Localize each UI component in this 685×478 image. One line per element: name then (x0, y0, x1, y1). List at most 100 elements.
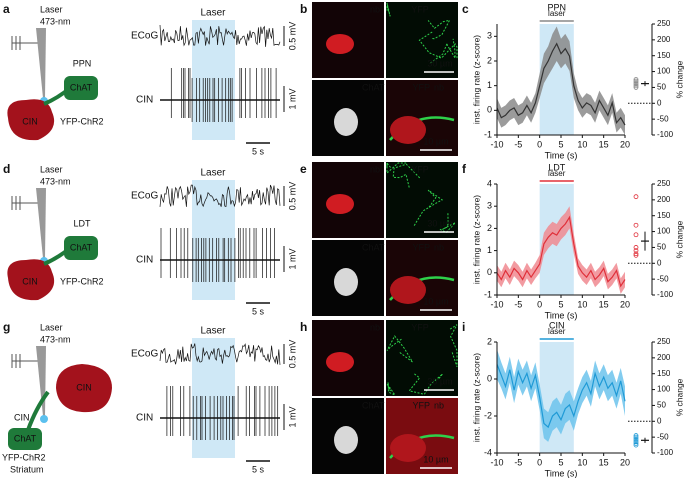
y-tick-label: 3 (487, 31, 492, 41)
y-tick-label: 2 (487, 336, 492, 346)
scale-label: 1 mV (287, 88, 297, 109)
mean-line (496, 215, 626, 288)
schematic-label: CIN (14, 412, 30, 422)
y2-tick-label: 0 (657, 98, 662, 107)
x-tick-label: -5 (514, 457, 522, 467)
y2-tick-label: 0 (657, 258, 662, 267)
x-tick-label: 20 (620, 299, 630, 309)
mean-line (496, 363, 626, 429)
change-point (633, 222, 639, 228)
y2-tick-label: -50 (657, 274, 669, 283)
y-tick-label: 4 (487, 178, 492, 188)
annotation: laser (548, 327, 566, 336)
scale-label: 5 s (252, 306, 265, 316)
x-tick-label: 15 (599, 457, 609, 467)
laser-label: Laser (200, 326, 226, 337)
change-point (633, 77, 639, 82)
scale-label: 30 µm (427, 376, 452, 386)
change-point (633, 442, 639, 448)
change-point (633, 436, 639, 442)
laser-spot (40, 415, 48, 423)
x-tick-label: 0 (537, 139, 542, 149)
y-tick-label: 3 (487, 201, 492, 211)
schematic-label: YFP-ChR2 (2, 452, 46, 462)
fibers-green (386, 324, 458, 397)
image-yfp (386, 320, 458, 396)
x-tick-label: 15 (599, 139, 609, 149)
y-axis-label: inst. firing rate (z-score) (471, 353, 481, 442)
cin-spikes (170, 68, 277, 122)
y2-tick-label: -100 (657, 448, 674, 457)
schematic-label: Striatum (10, 464, 44, 474)
y2-tick-label: -100 (657, 290, 674, 299)
schematic-label: 473-nm (40, 176, 71, 186)
panel-letter: h (300, 320, 307, 334)
y2-tick-label: 250 (657, 19, 671, 28)
x-tick-label: -5 (514, 299, 522, 309)
chart-title: LDT (548, 162, 566, 172)
change-point (633, 194, 639, 200)
y2-tick-label: 50 (657, 83, 666, 92)
chart-title: PPN (547, 2, 566, 12)
image-label: ChAT (362, 82, 385, 92)
cell-white (334, 108, 358, 136)
y2-axis-label: % change (674, 378, 684, 416)
x-tick-label: 5 (558, 139, 563, 149)
y2-tick-label: 0 (657, 416, 662, 425)
y-tick-label: -4 (484, 447, 492, 457)
x-tick-label: 20 (620, 139, 630, 149)
scale-label: 1 mV (287, 406, 297, 427)
laser-shade (192, 338, 235, 458)
image-label: nb (434, 242, 444, 252)
cell-white (334, 426, 358, 454)
schematic-label: YFP-ChR2 (60, 116, 104, 126)
y-tick-label: -2 (484, 410, 492, 420)
y-tick-label: 0 (487, 105, 492, 115)
chat-cell (8, 428, 42, 450)
schematic-label: Laser (40, 4, 63, 14)
y-tick-label: 2 (487, 55, 492, 65)
y-axis-label: inst. firing rate (z-score) (471, 35, 481, 124)
chat-cell (64, 76, 98, 100)
y2-tick-label: 150 (657, 369, 671, 378)
image-label: nb (434, 400, 444, 410)
ecog-trace (159, 24, 281, 47)
cin-cell (56, 364, 112, 413)
laser-shade (192, 20, 235, 140)
change-point (633, 433, 639, 438)
change-point (633, 85, 639, 90)
x-tick-label: -10 (490, 457, 503, 467)
cell-red (390, 434, 426, 462)
image-label: nb (370, 4, 380, 14)
schematic-label: CIN (22, 116, 38, 126)
schematic-label: Laser (40, 322, 63, 332)
schematic-label: Laser (40, 164, 63, 174)
y2-tick-label: 150 (657, 211, 671, 220)
change-point (633, 439, 639, 445)
ecog-trace (159, 343, 281, 365)
schematic-label: CIN (22, 276, 38, 286)
scale-label: 30 µm (427, 218, 452, 228)
y-tick-label: -1 (484, 129, 492, 139)
schematic-label: YFP-ChR2 (60, 276, 104, 286)
fibers-green (386, 161, 456, 234)
y2-tick-label: -100 (657, 130, 674, 139)
annotation: laser (548, 169, 566, 178)
change-point (633, 78, 639, 84)
scale-label: 10 µm (423, 296, 448, 306)
y2-tick-label: 200 (657, 195, 671, 204)
cin-spikes (166, 386, 279, 440)
laser-label: Laser (200, 168, 226, 179)
x-tick-label: 5 (558, 299, 563, 309)
x-axis-label: Time (s) (545, 310, 578, 320)
y2-tick-label: 100 (657, 385, 671, 394)
chat-cell (64, 236, 98, 260)
panel-letter: e (300, 162, 307, 176)
x-axis-label: Time (s) (545, 468, 578, 478)
y-axis-label: inst. firing rate (z-score) (471, 195, 481, 284)
x-tick-label: -5 (514, 139, 522, 149)
trace-label: ECoG (131, 349, 158, 360)
scale-label: 30 µm (427, 58, 452, 68)
change-point (633, 80, 639, 86)
image-yfp (386, 162, 458, 238)
